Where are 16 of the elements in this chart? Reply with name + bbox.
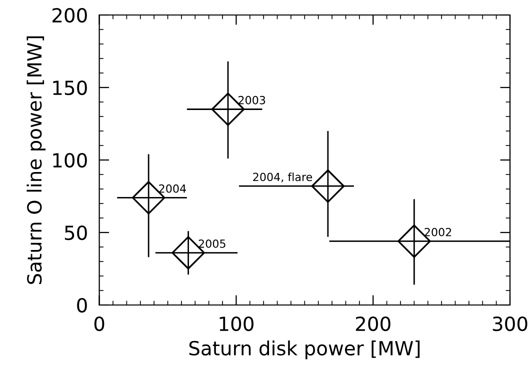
x-tick-label: 100: [220, 316, 254, 332]
annotation: 2003: [238, 96, 266, 104]
x-tick-label: 0: [94, 316, 104, 332]
y-tick-label: 50: [64, 225, 87, 240]
x-tick-label: 200: [356, 316, 390, 332]
annotation: 2004, flare: [253, 172, 312, 182]
y-axis-title: Saturn O line power [MW]: [26, 36, 46, 284]
x-tick-label: 300: [492, 316, 528, 332]
y-tick-label: 100: [53, 152, 87, 168]
annotation: 2004: [159, 184, 186, 193]
annotation: 2005: [198, 239, 226, 248]
x-axis-title: Saturn disk power [MW]: [189, 340, 420, 360]
y-tick-label: 0: [77, 298, 87, 313]
y-tick-label: 200: [52, 8, 87, 23]
annotation: 2002: [424, 228, 452, 236]
y-tick-label: 150: [53, 80, 87, 96]
